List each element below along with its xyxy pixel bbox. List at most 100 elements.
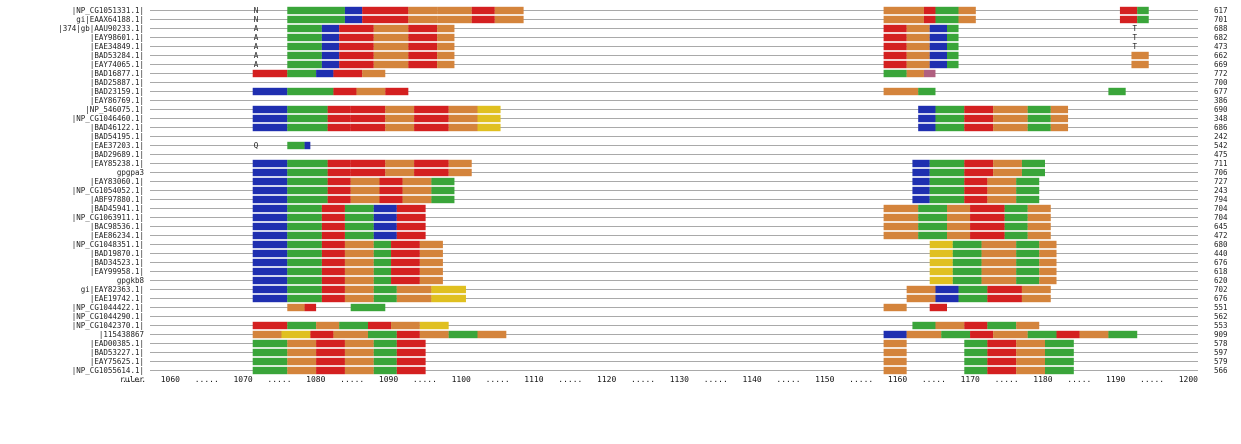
residue-block: [321, 267, 345, 276]
sequence-length: 662: [1214, 51, 1228, 60]
residue-block: [947, 33, 959, 42]
residue-block: [1119, 6, 1138, 15]
residue-block: [1039, 240, 1057, 249]
residue-block: [327, 168, 351, 177]
sequence-length: 551: [1214, 303, 1228, 312]
sequence-length: 688: [1214, 24, 1228, 33]
residue-block: [287, 231, 322, 240]
residue-block: [350, 105, 386, 114]
residue-block: [252, 114, 288, 123]
position-ruler: ruler 1060..... 1070..... 1080..... 1090....…: [120, 375, 1198, 384]
sequence-length: 686: [1214, 123, 1228, 132]
sequence-label: |BAD16877.1|: [90, 69, 144, 78]
residue-block: [373, 366, 397, 375]
residue-block: [883, 60, 907, 69]
residue-block: [918, 222, 948, 231]
residue-block: [1004, 231, 1028, 240]
residue-block: [437, 42, 455, 51]
residue-block: [883, 231, 919, 240]
sequence-length: 562: [1214, 312, 1228, 321]
residue-block: [252, 348, 288, 357]
sequence-label: |EAY86769.1|: [90, 96, 144, 105]
residue-block: [947, 60, 959, 69]
sequence-label: gpgpa3: [117, 168, 144, 177]
residue-block: [339, 24, 374, 33]
residue-block: [1039, 258, 1057, 267]
residue-block: [883, 348, 907, 357]
residue-block: [1027, 105, 1051, 114]
residue-block: [935, 321, 965, 330]
sequence-label: |EAE34849.1|: [90, 42, 144, 51]
residue-block: [1137, 6, 1149, 15]
residue-block: [252, 339, 288, 348]
residue-block: [437, 6, 472, 15]
residue-block: [321, 33, 340, 42]
residue-block: [935, 114, 965, 123]
residue-block: [1079, 330, 1109, 339]
residue-block: [385, 87, 409, 96]
residue-block: [287, 339, 317, 348]
sequence-label: |NP_546075.1|: [85, 105, 144, 114]
residue-block: [883, 330, 907, 339]
residue-block: [964, 114, 994, 123]
residue-block: [373, 267, 392, 276]
residue-block: [929, 186, 965, 195]
residue-block: [350, 186, 380, 195]
residue-block: [252, 168, 288, 177]
sequence-length: 553: [1214, 321, 1228, 330]
residue-block: [252, 69, 288, 78]
residue-block: [350, 168, 386, 177]
residue-block: [287, 240, 322, 249]
residue-block: [1050, 114, 1069, 123]
residue-block: [396, 213, 426, 222]
sequence-length: 620: [1214, 276, 1228, 285]
residue-block: [373, 339, 397, 348]
sequence-label: |EAY99958.1|: [90, 267, 144, 276]
residue-block: [327, 105, 351, 114]
residue-block: [1016, 240, 1040, 249]
residue-block: [906, 51, 930, 60]
residue-block: [252, 321, 288, 330]
sequence-label: |NP_CG1051331.1|: [72, 6, 144, 15]
residue-block: [287, 159, 328, 168]
residue-block: [344, 294, 374, 303]
residue-block: [373, 231, 397, 240]
residue-block: [906, 69, 924, 78]
residue-block: [923, 15, 936, 24]
residue-block: [906, 42, 930, 51]
residue-block: [964, 123, 994, 132]
residue-block: [350, 114, 386, 123]
residue-block: [987, 195, 1017, 204]
residue-block: [252, 195, 288, 204]
residue-block: [287, 24, 322, 33]
sequence-label: gi|EAY82363.1|: [81, 285, 144, 294]
residue-block: [929, 267, 953, 276]
residue-block: [970, 222, 1005, 231]
residue-block: [970, 330, 994, 339]
sequence-label: |NP_CG1054052.1|: [72, 186, 144, 195]
ruler-dots: .....: [558, 375, 582, 384]
residue-block: [935, 294, 959, 303]
sequence-length: 618: [1214, 267, 1228, 276]
ruler-dots: .....: [267, 375, 291, 384]
residue-block: [373, 51, 409, 60]
residue-block: [252, 330, 282, 339]
residue-block: [918, 105, 936, 114]
ruler-tick: 1180: [1033, 375, 1052, 384]
residue-block: [373, 285, 397, 294]
residue-block: [396, 348, 426, 357]
residue-block: [316, 348, 345, 357]
residue-block: [947, 42, 959, 51]
residue-block: [964, 168, 994, 177]
residue-block: [437, 60, 455, 69]
ruler-tick: 1070: [233, 375, 252, 384]
residue-block: [252, 258, 288, 267]
sequence-length: 440: [1214, 249, 1228, 258]
residue-block: [929, 258, 953, 267]
residue-block: [883, 204, 919, 213]
residue-block: [396, 366, 426, 375]
residue-block: [391, 267, 420, 276]
residue-block: [396, 357, 426, 366]
sequence-labels: |NP_CG1051331.1|gi|EAAX64188.1||374|gb|A…: [58, 6, 144, 375]
residue-block: [344, 222, 374, 231]
